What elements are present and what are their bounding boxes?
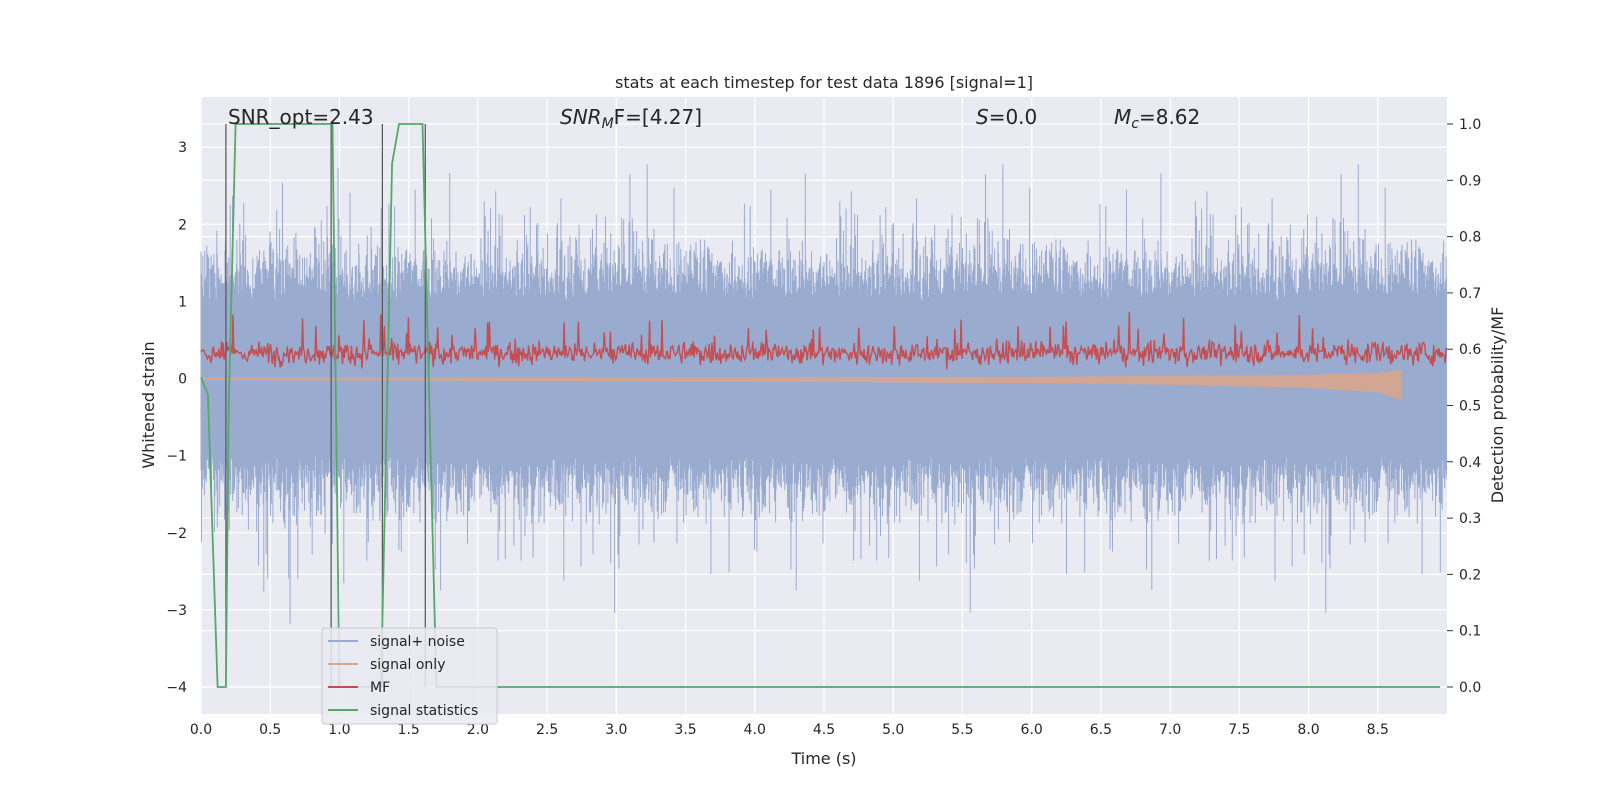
x-tick-label: 6.5 (1090, 722, 1112, 738)
legend-box (321, 627, 498, 725)
right-y-tick-label: 0.7 (1459, 286, 1481, 302)
right-y-tick-label: 0.8 (1459, 230, 1481, 246)
x-tick-label: 3.5 (674, 722, 696, 738)
series-mf (200, 311, 1447, 370)
right-y-tick-label: 0.3 (1459, 511, 1481, 527)
annotation-mc: Mc=8.62 (1114, 105, 1200, 132)
x-tick-label: 8.5 (1367, 722, 1389, 738)
s-rest: =0.0 (989, 105, 1038, 129)
series-signal-only (201, 369, 1402, 401)
x-tick-label: 4.0 (744, 722, 766, 738)
legend-label-signal-noise: signal+ noise (370, 634, 465, 650)
signal-noise-upper (200, 164, 1447, 379)
signal-only-envelope (201, 369, 1402, 401)
right-y-tick-label: 0.5 (1459, 399, 1481, 415)
snr-mf-base: SNR (560, 105, 602, 129)
x-tick-labels: 0.0 0.5 1.0 1.5 2.0 2.5 3.0 3.5 4.0 4.5 5.0 5.5 6.0 6… (190, 722, 1389, 738)
right-y-tick-label: 0.1 (1459, 624, 1481, 640)
x-tick-label: 5.5 (951, 722, 973, 738)
right-y-tick-labels: 1.0 0.9 0.8 0.7 0.6 0.5 0.4 0.3 0.2 0.1 0.0 (1447, 117, 1481, 696)
x-tick-label: 7.0 (1159, 722, 1181, 738)
left-y-tick-label: −1 (166, 449, 187, 465)
legend: signal+ noise signal only MF signal stat… (321, 627, 498, 725)
x-tick-label: 8.0 (1297, 722, 1319, 738)
right-y-tick-label: 0.0 (1459, 680, 1481, 696)
legend-label-mf: MF (370, 680, 390, 696)
right-y-tick-label: 1.0 (1459, 117, 1481, 133)
mc-rest: =8.62 (1139, 105, 1200, 129)
left-y-tick-label: 1 (178, 294, 187, 310)
left-y-tick-labels: 3 2 1 0 −1 −2 −3 −4 (166, 140, 187, 696)
mc-sub: c (1131, 116, 1139, 132)
x-tick-label: 5.0 (882, 722, 904, 738)
x-axis-label: Time (s) (790, 749, 856, 768)
right-y-tick-label: 0.9 (1459, 173, 1481, 189)
right-y-tick-label: 0.2 (1459, 567, 1481, 583)
x-tick-label: 1.0 (328, 722, 350, 738)
chart-title: stats at each timestep for test data 189… (615, 73, 1033, 92)
annotation-snr-opt: SNR_opt=2.43 (228, 105, 374, 129)
left-y-tick-label: 0 (178, 372, 187, 388)
mf-line (200, 311, 1447, 370)
right-y-tick-label: 0.4 (1459, 455, 1481, 471)
annotation-snr-mf: SNRMF=[4.27] (560, 105, 702, 132)
x-tick-label: 6.0 (1021, 722, 1043, 738)
left-y-tick-label: −4 (166, 680, 187, 696)
signal-noise-lower (200, 378, 1447, 624)
x-tick-label: 2.0 (467, 722, 489, 738)
left-y-tick-label: 3 (178, 140, 187, 156)
left-y-tick-label: 2 (178, 217, 187, 233)
mc-base: M (1114, 105, 1131, 129)
left-y-tick-label: −3 (166, 603, 187, 619)
x-tick-label: 4.5 (813, 722, 835, 738)
x-tick-label: 2.5 (536, 722, 558, 738)
annotation-s: S=0.0 (976, 105, 1037, 129)
x-tick-label: 7.5 (1228, 722, 1250, 738)
snr-mf-rest: F=[4.27] (614, 105, 702, 129)
s-sym: S (976, 105, 989, 129)
snr-mf-sub: M (602, 116, 614, 132)
x-tick-label: 0.5 (259, 722, 281, 738)
left-y-axis-label: Whitened strain (139, 341, 158, 468)
legend-label-signal-statistics: signal statistics (370, 703, 478, 719)
left-y-tick-label: −2 (166, 526, 187, 542)
x-tick-label: 1.5 (398, 722, 420, 738)
legend-label-signal-only: signal only (370, 657, 445, 673)
x-tick-label: 0.0 (190, 722, 212, 738)
right-y-tick-label: 0.6 (1459, 342, 1481, 358)
x-tick-label: 3.0 (605, 722, 627, 738)
right-y-axis-label: Detection probability/MF (1488, 307, 1507, 504)
